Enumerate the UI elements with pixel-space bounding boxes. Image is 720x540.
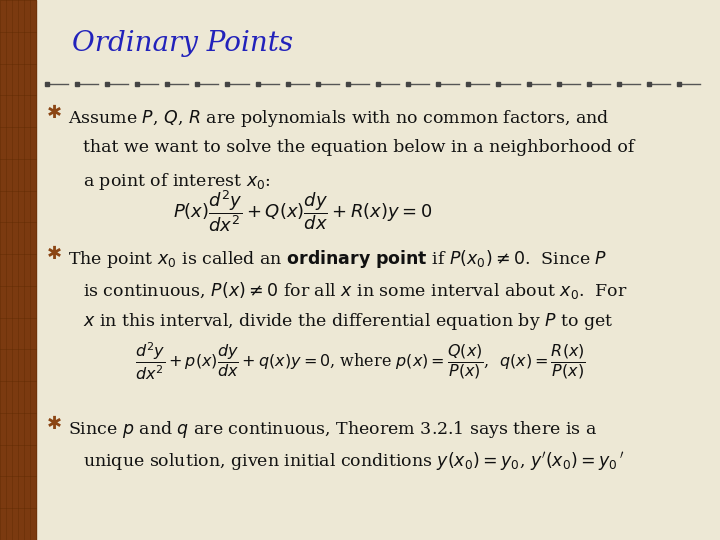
- Text: $P(x)\dfrac{d^2y}{dx^2}+Q(x)\dfrac{dy}{dx}+R(x)y=0$: $P(x)\dfrac{d^2y}{dx^2}+Q(x)\dfrac{dy}{d…: [173, 188, 432, 233]
- Text: $x$ in this interval, divide the differential equation by $P$ to get: $x$ in this interval, divide the differe…: [83, 311, 613, 332]
- Text: Since $p$ and $q$ are continuous, Theorem 3.2.1 says there is a: Since $p$ and $q$ are continuous, Theore…: [68, 418, 598, 440]
- Text: ✱: ✱: [46, 104, 62, 123]
- Text: Assume $P$, $Q$, $R$ are polynomials with no common factors, and: Assume $P$, $Q$, $R$ are polynomials wit…: [68, 108, 610, 129]
- Text: that we want to solve the equation below in a neighborhood of: that we want to solve the equation below…: [83, 139, 634, 156]
- Text: ✱: ✱: [46, 245, 62, 263]
- Text: $\dfrac{d^2y}{dx^2}+p(x)\dfrac{dy}{dx}+q(x)y=0$, where $p(x)=\dfrac{Q(x)}{P(x)}$: $\dfrac{d^2y}{dx^2}+p(x)\dfrac{dy}{dx}+q…: [135, 341, 585, 382]
- Text: The point $x_0$ is called an $\mathbf{ordinary\ point}$ if $P(x_0)\neq 0$.  Sinc: The point $x_0$ is called an $\mathbf{or…: [68, 248, 608, 271]
- Text: a point of interest $x_0$:: a point of interest $x_0$:: [83, 171, 271, 192]
- Text: unique solution, given initial conditions $y(x_0)=y_0$, $y'(x_0)=y_0\,'$: unique solution, given initial condition…: [83, 450, 625, 473]
- Text: ✱: ✱: [46, 415, 62, 433]
- Bar: [0, 0, 36, 540]
- Text: is continuous, $P(x)\neq 0$ for all $x$ in some interval about $x_0$.  For: is continuous, $P(x)\neq 0$ for all $x$ …: [83, 280, 628, 301]
- Text: Ordinary Points: Ordinary Points: [72, 30, 293, 57]
